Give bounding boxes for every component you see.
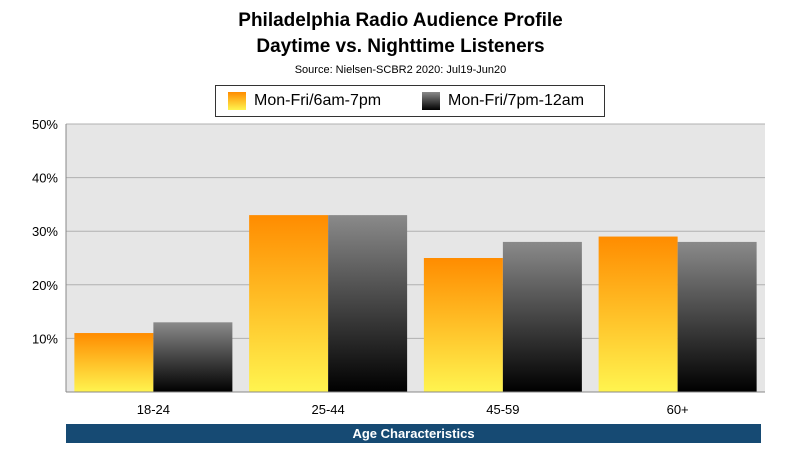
bar-nighttime-45-59	[502, 241, 582, 392]
x-tick-label: 25-44	[312, 402, 345, 417]
chart-source: Source: Nielsen-SCBR2 2020: Jul19-Jun20	[294, 64, 507, 76]
chart-subtitle: Daytime vs. Nighttime Listeners	[256, 36, 545, 57]
x-tick-label: 45-59	[486, 402, 519, 417]
y-tick-label: 10%	[32, 331, 58, 346]
legend-label-daytime: Mon-Fri/6am-7pm	[254, 92, 382, 109]
legend-label-nighttime: Mon-Fri/7pm-12am	[448, 92, 585, 109]
y-tick-label: 40%	[32, 171, 58, 186]
legend: Mon-Fri/6am-7pm Mon-Fri/7pm-12am	[215, 85, 605, 117]
legend-item-daytime: Mon-Fri/6am-7pm	[228, 86, 381, 116]
y-tick-label: 50%	[32, 117, 58, 132]
bar-nighttime-18-24	[153, 322, 233, 392]
bar-nighttime-25-44	[328, 215, 408, 392]
y-tick-label: 20%	[32, 278, 58, 293]
x-tick-label: 60+	[667, 402, 689, 417]
bar-nighttime-60+	[677, 241, 757, 392]
x-tick-label: 18-24	[137, 402, 170, 417]
bar-daytime-45-59	[423, 258, 503, 392]
legend-swatch-nighttime	[422, 92, 440, 110]
chart-title: Philadelphia Radio Audience Profile	[238, 10, 563, 31]
bar-daytime-25-44	[249, 215, 329, 392]
bar-daytime-60+	[598, 236, 678, 392]
legend-swatch-daytime	[228, 92, 246, 110]
x-axis-label: Age Characteristics	[66, 424, 761, 443]
legend-item-nighttime: Mon-Fri/7pm-12am	[422, 86, 584, 116]
bar-daytime-18-24	[74, 333, 154, 392]
y-tick-label: 30%	[32, 224, 58, 239]
